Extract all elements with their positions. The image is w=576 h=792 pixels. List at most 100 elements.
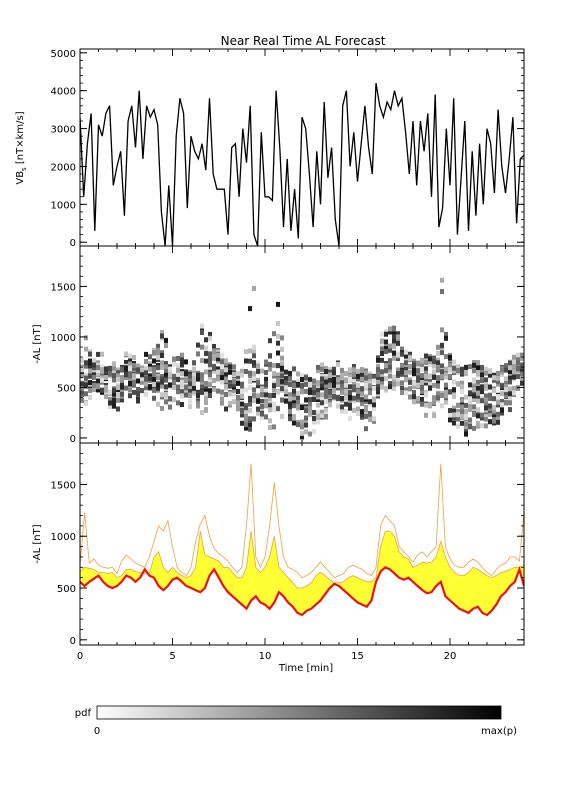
pdf-cell — [80, 367, 84, 373]
pdf-cell — [224, 406, 228, 412]
pdf-cell — [392, 355, 396, 361]
pdf-cell — [344, 371, 348, 376]
pdf-cell — [212, 355, 216, 361]
pdf-cell — [268, 338, 272, 344]
pdf-cell — [144, 391, 148, 397]
pdf-cell — [260, 386, 264, 392]
pdf-cell — [380, 357, 384, 363]
pdf-cell — [320, 362, 324, 368]
pdf-cell — [436, 379, 440, 385]
pdf-cell — [276, 372, 280, 378]
pdf-cell — [268, 353, 272, 359]
pdf-cell — [136, 367, 140, 373]
pdf-cell — [452, 412, 456, 418]
pdf-cell — [216, 352, 220, 358]
y-tick-label: 0 — [70, 434, 76, 445]
pdf-cell — [384, 385, 388, 391]
pdf-cell — [176, 384, 180, 390]
pdf-cell — [220, 352, 224, 358]
y-tick-label: 3000 — [51, 125, 76, 136]
pdf-cell — [260, 403, 264, 409]
y-tick-label: 4000 — [51, 87, 76, 98]
pdf-cell — [200, 410, 204, 415]
pdf-cell — [368, 411, 372, 416]
pdf-cell — [180, 393, 184, 399]
pdf-cell — [516, 352, 520, 358]
pdf-cell — [160, 379, 164, 385]
pdf-cell — [300, 419, 304, 425]
pdf-cell — [140, 369, 144, 375]
pdf-cell — [328, 389, 332, 395]
pdf-cell — [488, 392, 492, 398]
pdf-cell — [248, 396, 252, 401]
pdf-cell — [236, 373, 240, 379]
pdf-cell — [156, 385, 160, 391]
pdf-cell — [456, 408, 460, 414]
pdf-cell — [340, 379, 344, 385]
pdf-cell — [84, 372, 88, 378]
pdf-cell — [356, 376, 360, 382]
pdf-cell — [160, 360, 164, 366]
pdf-cell — [124, 351, 128, 357]
pdf-cell — [300, 389, 304, 395]
pdf-cell — [276, 321, 280, 326]
pdf-cell — [272, 404, 276, 410]
pdf-cell — [432, 413, 436, 419]
pdf-cell — [412, 399, 416, 405]
x-tick-label: 20 — [444, 651, 457, 662]
pdf-cell — [424, 353, 428, 359]
pdf-cell — [252, 344, 256, 350]
pdf-cell — [328, 369, 332, 375]
pdf-cell — [84, 400, 88, 406]
pdf-cell — [460, 366, 464, 372]
pdf-cell — [204, 399, 208, 405]
pdf-cell — [116, 397, 120, 403]
pdf-cell — [252, 416, 256, 422]
pdf-cell — [248, 370, 252, 376]
pdf-cell — [520, 371, 524, 377]
pdf-cell — [184, 378, 188, 384]
pdf-cell — [164, 377, 168, 383]
pdf-cell — [284, 385, 288, 391]
pdf-cell — [244, 358, 248, 364]
pdf-cell — [500, 399, 504, 404]
pdf-cell — [296, 371, 300, 377]
chart-title: Near Real Time AL Forecast — [221, 34, 386, 48]
pdf-cell — [512, 354, 516, 360]
pdf-cell — [404, 353, 408, 359]
pdf-cell — [92, 358, 96, 364]
pdf-cell — [180, 371, 184, 377]
pdf-cell — [136, 378, 140, 384]
pdf-cell — [208, 382, 212, 388]
pdf-cell — [520, 356, 524, 361]
pdf-cell — [224, 363, 228, 369]
pdf-cell — [500, 402, 504, 408]
pdf-cell — [248, 348, 252, 354]
pdf-cell — [380, 338, 384, 344]
pdf-cell — [312, 390, 316, 395]
pdf-cell — [412, 362, 416, 368]
pdf-cell — [92, 365, 96, 371]
pdf-cell — [356, 411, 360, 416]
pdf-cell — [488, 419, 492, 425]
pdf-cell — [88, 380, 92, 386]
pdf-cell — [392, 374, 396, 380]
pdf-cell — [304, 408, 308, 414]
pdf-cell — [200, 377, 204, 383]
pdf-cell — [296, 421, 300, 427]
pdf-cell — [140, 379, 144, 385]
pdf-cell — [356, 406, 360, 412]
pdf-cell — [248, 306, 252, 312]
pdf-cell — [320, 413, 324, 419]
pdf-cell — [448, 362, 452, 368]
pdf-cell — [144, 351, 148, 357]
pdf-cell — [308, 410, 312, 416]
pdf-cell — [440, 277, 444, 283]
pdf-cell — [100, 367, 104, 373]
y-tick-label: 2000 — [51, 162, 76, 173]
pdf-cell — [152, 372, 156, 377]
pdf-cell — [292, 388, 296, 394]
pdf-cell — [108, 371, 112, 377]
pdf-cell — [208, 335, 212, 341]
